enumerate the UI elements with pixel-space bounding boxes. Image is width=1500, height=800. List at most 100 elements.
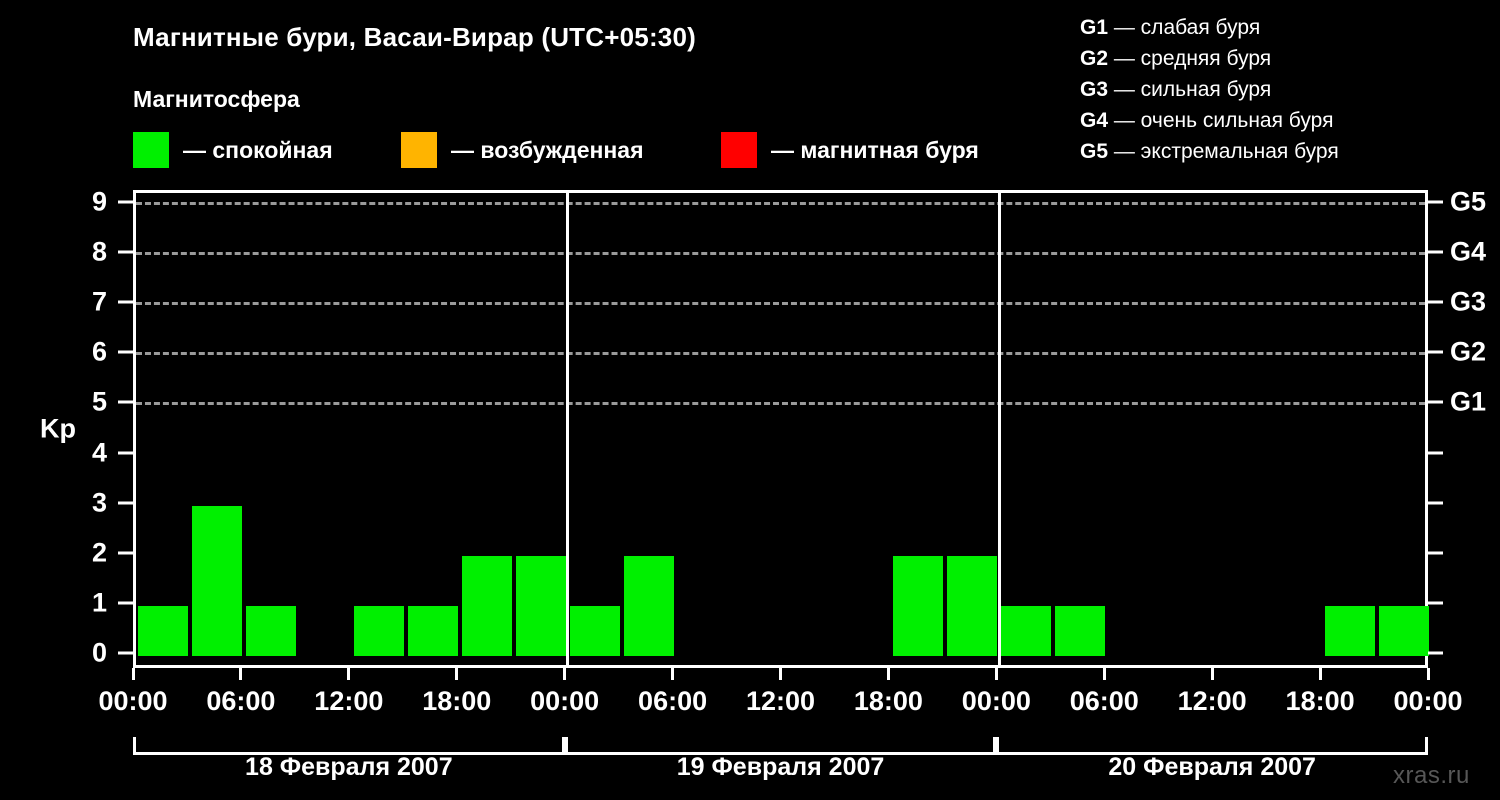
legend-item-unsettled-label: — возбужденная	[451, 136, 644, 163]
y-tick-label-8: 8	[91, 236, 107, 267]
y-tick-label-1: 1	[91, 587, 107, 618]
magnetosphere-legend-title: Магнитосфера	[133, 86, 300, 112]
y-axis-kp: 0 1 2 3 4 5 6 7 8 9	[0, 186, 133, 668]
x-tick-label: 18:00	[422, 686, 492, 716]
day-separator-2	[997, 193, 1001, 665]
x-tick-mark	[131, 668, 135, 680]
y-tick-label-2: 2	[91, 537, 107, 568]
x-tick-mark	[347, 668, 351, 680]
bar	[947, 555, 998, 656]
legend-item-unsettled: — возбужденная	[401, 132, 644, 168]
x-tick-label: 06:00	[206, 686, 276, 716]
x-tick-label: 12:00	[745, 686, 816, 716]
g-scale-code: G5	[1080, 140, 1109, 163]
gridline-kp-7	[136, 302, 1425, 306]
g-axis-tick-kp-6	[1428, 350, 1443, 354]
bar	[461, 555, 512, 656]
g-scale-description: — экстремальная буря	[1108, 140, 1339, 163]
bar	[1055, 605, 1106, 656]
page-title: Магнитные бури, Васаи-Вирар (UTC+05:30)	[133, 22, 696, 52]
g-scale-row-g3: G3 — сильная буря	[1080, 74, 1339, 105]
day-separator-1	[566, 193, 570, 665]
y-axis-gscale: G1 G2 G3 G4 G5	[1428, 186, 1500, 668]
watermark: xras.ru	[1393, 762, 1470, 789]
gridline-kp-8	[136, 252, 1425, 256]
x-tick-mark	[1318, 668, 1322, 680]
x-tick-label: 18:00	[853, 686, 923, 716]
x-tick-label: 00:00	[961, 686, 1031, 716]
legend-item-quiet: — спокойная	[133, 132, 333, 168]
x-tick-label: 12:00	[1177, 686, 1247, 716]
g-axis-tick-kp-5	[1428, 400, 1443, 404]
g-scale-code: G1	[1080, 16, 1109, 39]
y-tick-label-4: 4	[91, 437, 107, 468]
g-axis-tick-kp-8	[1428, 250, 1443, 254]
gridline-kp-9	[136, 202, 1425, 205]
x-tick-label: 00:00	[530, 686, 600, 716]
x-tick-mark	[886, 668, 890, 680]
y-tick-label-0: 0	[91, 637, 107, 668]
day-label-2: 19 Февраля 2007	[676, 753, 885, 781]
x-tick-label: 18:00	[1285, 686, 1355, 716]
bar	[191, 505, 242, 656]
x-tick-label: 06:00	[638, 686, 708, 716]
gridline-kp-5	[136, 402, 1425, 406]
y-tick-label-7: 7	[91, 286, 107, 317]
g-scale-row-g4: G4 — очень сильная буря	[1080, 105, 1339, 136]
y-tick-mark-1	[118, 601, 133, 605]
y-tick-mark-5	[118, 400, 133, 404]
x-axis-labels: 00:00 06:00 12:00 18:00 00:00 06:00 12:00 18:00…	[0, 686, 1500, 720]
g-axis-tick-kp-4	[1428, 451, 1443, 455]
bar	[245, 605, 296, 656]
y-tick-mark-8	[118, 250, 133, 254]
day-labels: 18 Февраля 2007 19 Февраля 2007 20 Февраля…	[0, 753, 1500, 793]
y-tick-label-3: 3	[91, 487, 107, 518]
g-axis-tick-kp-1	[1428, 601, 1443, 605]
g-axis-tick-kp-2	[1428, 551, 1443, 555]
g-scale-legend: G1 — слабая буря G2 — средняя буря G3 — си…	[1080, 12, 1339, 167]
bar	[138, 605, 188, 656]
day-bracket-2	[564, 737, 997, 755]
g-scale-code: G4	[1080, 109, 1109, 132]
y-tick-mark-7	[118, 300, 133, 304]
legend-item-storm: — магнитная буря	[721, 132, 979, 168]
bar	[1325, 605, 1376, 656]
bar-series	[136, 193, 1429, 665]
y-tick-mark-9	[118, 200, 133, 204]
gridline-kp-6	[136, 352, 1425, 356]
g-axis-label-g2: G2	[1450, 336, 1487, 367]
g-scale-row-g1: G1 — слабая буря	[1080, 12, 1339, 43]
g-scale-row-g2: G2 — средняя буря	[1080, 43, 1339, 74]
g-scale-row-g5: G5 — экстремальная буря	[1080, 136, 1339, 167]
y-tick-mark-3	[118, 501, 133, 505]
x-tick-mark	[994, 668, 998, 680]
y-tick-label-5: 5	[91, 386, 107, 417]
x-tick-mark	[239, 668, 243, 680]
y-tick-mark-0	[118, 651, 133, 655]
orange-square-swatch	[401, 132, 437, 168]
bar	[353, 605, 404, 656]
plot-grid	[136, 193, 1425, 665]
x-axis-ticks	[131, 668, 1430, 682]
bar	[623, 555, 674, 656]
red-square-swatch	[721, 132, 757, 168]
y-tick-mark-6	[118, 350, 133, 354]
g-axis-tick-kp-3	[1428, 501, 1443, 505]
bar	[1001, 605, 1052, 656]
day-label-3: 20 Февраля 2007	[1108, 753, 1316, 781]
day-bracket-3	[996, 737, 1428, 755]
x-tick-mark	[1210, 668, 1214, 680]
x-tick-label: 06:00	[1069, 686, 1139, 716]
g-scale-description: — сильная буря	[1108, 78, 1272, 101]
g-scale-description: — средняя буря	[1108, 47, 1272, 70]
legend-item-quiet-label: — спокойная	[183, 136, 333, 163]
y-tick-label-9: 9	[91, 186, 107, 217]
bar	[893, 555, 944, 656]
x-tick-mark	[1426, 668, 1430, 680]
g-axis-label-g5: G5	[1450, 186, 1487, 217]
bar	[515, 555, 566, 656]
x-tick-mark	[1102, 668, 1106, 680]
x-tick-label: 00:00	[1393, 686, 1463, 716]
day-bracket-1	[133, 737, 565, 755]
